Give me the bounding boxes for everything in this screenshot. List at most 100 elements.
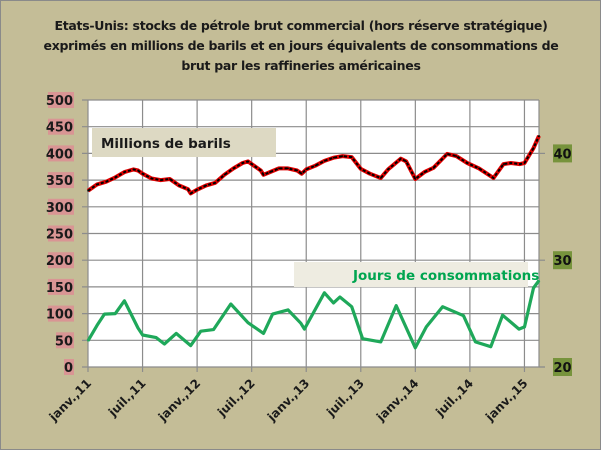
data-point bbox=[510, 162, 512, 164]
data-point bbox=[462, 314, 465, 317]
data-point bbox=[518, 328, 520, 330]
y-tick-label-bg bbox=[553, 358, 572, 376]
y-tick-label-left: 0 bbox=[64, 361, 73, 376]
data-point bbox=[96, 324, 98, 327]
data-point bbox=[141, 172, 144, 175]
data-point bbox=[490, 345, 492, 348]
data-point bbox=[478, 167, 480, 170]
data-point bbox=[189, 192, 192, 195]
series-line-jours-consommation bbox=[86, 279, 541, 350]
data-point bbox=[455, 155, 458, 157]
data-point bbox=[474, 341, 477, 343]
data-point bbox=[303, 328, 306, 330]
data-point bbox=[323, 291, 326, 294]
series-lines bbox=[86, 134, 541, 350]
y-tick-label-bg bbox=[48, 252, 74, 269]
data-point bbox=[538, 134, 540, 137]
data-point bbox=[492, 177, 495, 179]
data-point bbox=[332, 302, 335, 304]
y-tick-label-right: 30 bbox=[553, 254, 571, 269]
data-point bbox=[446, 153, 448, 155]
chart-title-line-2: exprimés en millions de barils et en jou… bbox=[43, 38, 559, 53]
legend-jours-consommation: Jours de consommations bbox=[294, 262, 539, 287]
data-point bbox=[332, 156, 335, 159]
data-point bbox=[299, 322, 302, 325]
y-tick-label-bg bbox=[56, 332, 74, 349]
data-point bbox=[425, 326, 428, 328]
y-tick-label-left: 100 bbox=[46, 308, 73, 323]
y-tick-label-bg bbox=[48, 278, 74, 295]
data-point bbox=[432, 167, 435, 169]
data-point bbox=[212, 328, 215, 331]
y-tick-label-left: 400 bbox=[46, 147, 73, 162]
data-point bbox=[414, 178, 417, 180]
data-point bbox=[379, 177, 382, 179]
data-point bbox=[262, 173, 265, 176]
data-point bbox=[175, 332, 177, 335]
data-point bbox=[105, 180, 107, 183]
data-point bbox=[350, 156, 353, 158]
data-point bbox=[538, 279, 540, 282]
y-axis-right: 20 30 40 bbox=[539, 144, 572, 376]
y-tick-label-bg bbox=[48, 225, 74, 242]
data-point bbox=[241, 162, 244, 164]
legend-box bbox=[294, 262, 528, 287]
y-tick-label-left: 350 bbox=[46, 174, 73, 189]
chart-title: Etats-Unis: stocks de pétrole brut comme… bbox=[21, 16, 581, 76]
data-point bbox=[169, 178, 171, 180]
legend-millions-barils: Millions de barils bbox=[92, 128, 276, 157]
y-tick-label-left: 150 bbox=[46, 281, 73, 296]
chart-title-line-1: Etats-Unis: stocks de pétrole brut comme… bbox=[54, 18, 548, 33]
data-point bbox=[287, 309, 289, 311]
data-point bbox=[339, 296, 341, 298]
data-point bbox=[214, 181, 217, 184]
data-point bbox=[501, 314, 504, 317]
y-tick-label-bg bbox=[48, 145, 74, 162]
data-point bbox=[414, 346, 417, 349]
x-axis: janv.,11 juil.,11 janv.,12 juil.,12 janv.,13… bbox=[46, 376, 531, 424]
data-point bbox=[399, 157, 402, 160]
data-point bbox=[96, 183, 98, 186]
data-point bbox=[405, 160, 408, 163]
data-point bbox=[223, 173, 226, 176]
data-point bbox=[262, 332, 265, 335]
data-point bbox=[137, 327, 139, 329]
y-tick-label-bg bbox=[48, 198, 74, 215]
data-point bbox=[103, 313, 106, 315]
y-tick-label-bg bbox=[48, 118, 74, 135]
data-point bbox=[150, 177, 153, 180]
data-point bbox=[259, 169, 262, 172]
legend-label: Millions de barils bbox=[101, 136, 231, 152]
data-point bbox=[269, 171, 271, 173]
data-point bbox=[523, 326, 526, 328]
y-tick-label-right: 40 bbox=[553, 147, 571, 162]
data-point bbox=[519, 163, 521, 165]
x-tick-label: janv.,13 bbox=[264, 376, 312, 424]
data-point bbox=[155, 336, 157, 339]
data-point bbox=[300, 172, 303, 175]
data-point bbox=[379, 341, 382, 343]
data-point bbox=[250, 163, 253, 165]
data-point bbox=[359, 168, 362, 170]
data-point bbox=[141, 334, 144, 336]
y-tick-label-left: 450 bbox=[46, 121, 73, 136]
data-point bbox=[361, 337, 364, 340]
y-tick-label-bg bbox=[553, 251, 572, 270]
data-point bbox=[296, 169, 298, 172]
data-point bbox=[247, 160, 249, 163]
data-point bbox=[271, 313, 274, 315]
data-point bbox=[87, 189, 89, 192]
data-point bbox=[532, 147, 535, 149]
data-point bbox=[189, 344, 192, 347]
data-point bbox=[87, 340, 89, 342]
x-tick-label: janv.,14 bbox=[373, 376, 421, 424]
data-point bbox=[132, 168, 135, 171]
legend-box bbox=[92, 128, 276, 157]
data-point bbox=[229, 303, 232, 305]
data-point bbox=[323, 160, 326, 162]
data-point bbox=[205, 184, 208, 187]
data-point bbox=[123, 299, 126, 302]
data-point bbox=[159, 179, 162, 181]
chart-title-line-3: brut par les raffineries américaines bbox=[181, 58, 421, 73]
data-point bbox=[350, 305, 353, 308]
